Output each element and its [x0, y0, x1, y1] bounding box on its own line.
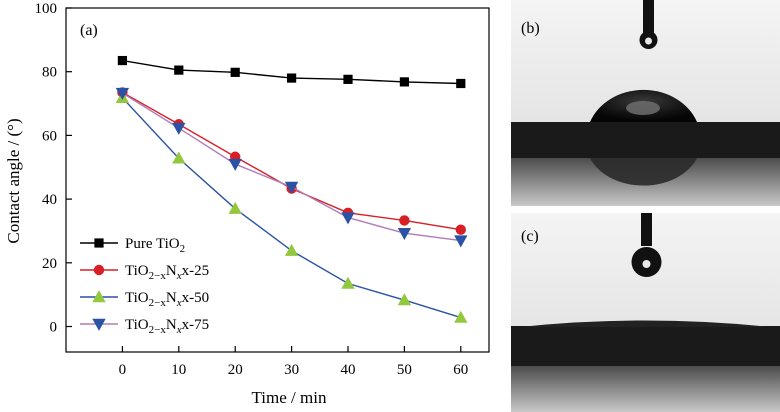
- y-tick-label: 40: [42, 192, 57, 208]
- data-point: [230, 67, 240, 77]
- series-line: [122, 91, 461, 231]
- legend-item: Pure TiO2: [80, 236, 185, 255]
- photo-b-droplet-highlight: [626, 101, 660, 115]
- photo-panel-b: (b): [511, 0, 780, 206]
- x-tick-label: 30: [284, 362, 299, 378]
- x-tick-label: 10: [171, 362, 186, 378]
- photo-c-reflection-zone: [511, 366, 780, 412]
- series-line: [122, 92, 461, 242]
- data-point: [117, 55, 127, 66]
- data-point: [455, 224, 467, 235]
- x-axis-ticks: 0 10 20 30 40 50 60: [119, 346, 468, 378]
- series-4: [115, 87, 468, 248]
- y-axis-ticks: 0 20 40 60 80 100: [35, 1, 72, 336]
- photo-b-substrate: [511, 122, 780, 158]
- data-point: [454, 310, 468, 323]
- photo-c-spread-droplet: [520, 320, 770, 327]
- x-tick-label: 50: [397, 362, 412, 378]
- data-point: [115, 87, 130, 100]
- data-point: [341, 276, 355, 289]
- legend-item: TiO2−xNxx-25: [80, 263, 209, 282]
- data-point: [228, 201, 242, 214]
- panel-label-b: (b): [521, 20, 540, 37]
- legend-label: TiO2−xNxx-25: [125, 263, 209, 282]
- photo-c-substrate: [511, 326, 780, 366]
- y-axis-title: Contact angle / (°): [4, 118, 23, 243]
- data-point: [456, 78, 466, 89]
- legend-item: TiO2−xNxx-75: [80, 317, 209, 336]
- contact-angle-chart: (a) 0 10 20 30 40 50 60 0 20 40 60 80 100 Time / mi…: [4, 1, 490, 407]
- data-point: [343, 74, 353, 84]
- legend-label: TiO2−xNxx-50: [125, 290, 209, 309]
- data-point: [454, 235, 468, 248]
- data-point: [174, 65, 184, 75]
- x-tick-label: 60: [453, 362, 468, 378]
- y-tick-label: 0: [50, 320, 58, 336]
- legend-item: TiO2−xNxx-50: [80, 290, 209, 309]
- series-2: [117, 87, 467, 235]
- series-1: [117, 55, 466, 89]
- x-tick-label: 20: [228, 362, 243, 378]
- series-layer: [115, 55, 468, 323]
- legend-marker: [94, 238, 104, 248]
- data-point: [399, 77, 410, 87]
- x-axis-title: Time / min: [252, 388, 327, 407]
- data-point: [228, 158, 242, 171]
- photo-c-needle: [641, 213, 652, 246]
- data-point: [172, 151, 186, 164]
- photo-b-needle-drop-highlight: [645, 37, 652, 45]
- data-point: [286, 73, 297, 83]
- legend-label: Pure TiO2: [125, 236, 185, 255]
- data-point: [284, 243, 299, 256]
- panel-label-a: (a): [80, 22, 98, 39]
- photo-c-needle-drop-highlight: [642, 260, 651, 268]
- x-tick-label: 0: [119, 362, 127, 378]
- legend-marker: [93, 264, 105, 276]
- data-point: [172, 122, 186, 135]
- photo-b-needle: [643, 0, 654, 33]
- data-point: [397, 293, 412, 306]
- photo-panel-c: (c): [511, 213, 780, 412]
- series-line: [121, 97, 462, 319]
- data-point: [399, 215, 410, 226]
- data-point: [341, 212, 355, 225]
- y-tick-label: 80: [42, 65, 57, 81]
- x-tick-label: 40: [341, 362, 356, 378]
- legend-marker: [92, 318, 106, 331]
- data-point: [397, 227, 412, 241]
- legend-marker: [92, 290, 106, 303]
- plot-frame: [65, 7, 490, 353]
- y-tick-label: 60: [42, 128, 57, 144]
- y-tick-label: 20: [42, 256, 57, 272]
- series-3: [115, 90, 468, 323]
- y-tick-label: 100: [35, 1, 58, 17]
- photo-b-droplet-reflection: [590, 158, 697, 186]
- panel-label-c: (c): [521, 228, 539, 245]
- data-point: [284, 181, 299, 194]
- legend-label: TiO2−xNxx-75: [125, 317, 209, 336]
- legend: Pure TiO2 TiO2−xNxx-25 TiO2−xNxx-50 TiO2−xN…: [80, 236, 209, 336]
